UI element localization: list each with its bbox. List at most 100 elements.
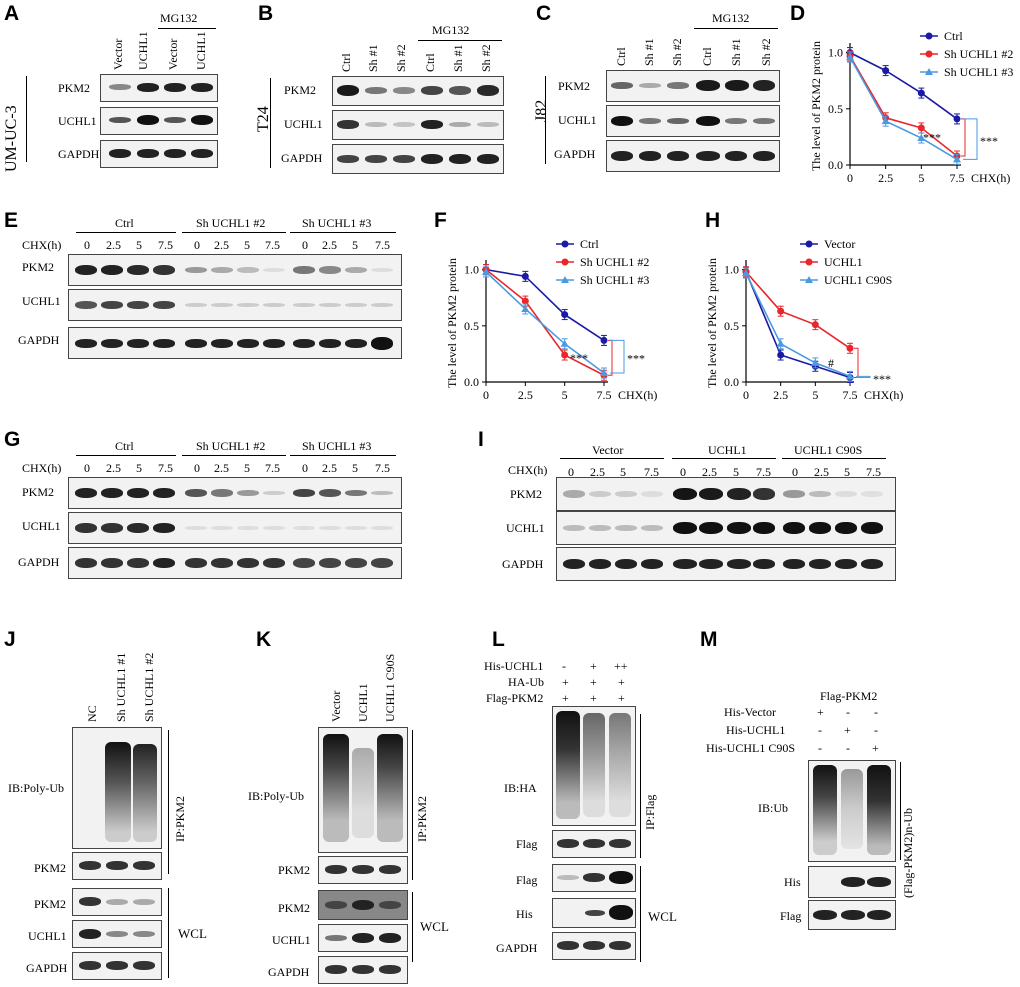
row-label: PKM2 [278,901,311,915]
row-label: His [516,907,533,921]
time-label: 0 [194,238,200,252]
row-label: PKM2 [558,79,591,93]
row-label: GAPDH [26,961,68,975]
cond-label: Flag-PKM2 [486,691,544,705]
x-tick-label: 7.5 [843,388,858,402]
blot-his [808,866,896,898]
group-label: Sh UCHL1 #3 [302,439,372,453]
significance-label: # [828,356,834,370]
series-line [849,51,958,120]
legend-label: UCHL1 [824,255,863,269]
data-point [776,339,785,347]
wcl-label: WCL [420,919,449,934]
blot-poly-ub [318,727,408,853]
data-point [521,297,529,305]
data-point [881,117,890,125]
row-label: GAPDH [281,151,323,165]
series-line [745,272,851,378]
series-line [485,268,605,342]
cond-value: - [818,723,822,737]
y-axis-label: The level of PKM2 protein [809,41,823,171]
series-line [849,56,958,161]
time-label: 2.5 [590,465,605,479]
cond-label: His-UCHL1 [726,723,786,737]
lane-label: Sh #2 [479,44,493,72]
cell-line-label: J82 [533,99,550,122]
legend-marker [805,258,813,266]
y-tick-label: 0.0 [828,158,843,172]
y-axis-label: The level of PKM2 protein [705,258,719,388]
x-tick-label: 5 [918,171,924,185]
significance-bracket [963,118,978,160]
row-label: His [784,875,801,889]
panel-title: Flag-PKM2 [820,689,878,703]
row-label: UCHL1 [272,933,311,947]
group-label: Ctrl [115,216,134,230]
legend-label: UCHL1 C90S [824,273,892,287]
blot-gapdh [552,932,636,960]
data-point [600,336,608,344]
blot-uchl1 [318,924,408,952]
time-label: 0 [194,461,200,475]
y-tick-label: 0.0 [724,375,739,389]
significance-bracket [961,118,966,157]
legend-marker [561,240,569,248]
row-label: Flag [780,909,802,923]
legend-label: Sh UCHL1 #3 [944,65,1013,79]
x-axis-label: CHX(h) [971,171,1010,185]
data-point [811,358,820,366]
blot-uchl1 [68,512,402,544]
blot-uchl1 [606,105,780,137]
panel-letter: E [4,209,19,232]
data-point [882,67,890,75]
data-point [917,89,925,97]
time-label: 7.5 [375,238,390,252]
lane-label: Sh #1 [642,38,656,66]
legend-marker [805,276,813,283]
x-tick-label: 0 [743,388,749,402]
blot-pkm2 [332,76,504,106]
data-point [777,351,785,359]
blot-flag-ip [552,830,636,858]
chart-d: 0.0 0.5 1.0 0 2.5 5 7.5 CHX(h) The level of PKM2… [809,29,1013,185]
cond-value: + [618,691,625,705]
ib-label: IB:Poly-Ub [8,781,65,795]
time-label: 0 [84,461,90,475]
time-label: 2.5 [106,461,121,475]
row-label: GAPDH [58,147,100,161]
time-label: 0 [792,465,798,479]
series-line [485,268,605,376]
time-label: 5 [136,461,142,475]
blot-uchl1 [100,107,218,135]
mg132-label: MG132 [160,11,198,25]
significance-label: *** [873,372,891,386]
data-point [561,351,569,359]
lane-label: Sh #2 [670,38,684,66]
data-point [953,115,961,123]
data-point [811,321,819,329]
y-tick-label: 1.0 [724,263,739,277]
ip-label: IP:PKM2 [415,795,429,842]
legend-label: Sh UCHL1 #3 [580,273,649,287]
data-point [561,311,569,319]
data-point [600,369,608,377]
time-label: 5 [244,238,250,252]
cond-value: ++ [614,659,628,673]
time-label: 7.5 [265,461,280,475]
x-axis-label: CHX(h) [618,388,657,402]
cond-value: - [818,741,822,755]
y-tick-label: 1.0 [464,263,479,277]
ib-label: IB:Poly-Ub [248,789,305,803]
blot-gapdh [318,956,408,984]
significance-bracket [856,375,871,379]
cond-label: HA-Ub [508,675,544,689]
row-label: GAPDH [502,557,544,571]
row-label: GAPDH [496,941,538,955]
x-tick-label: 5 [562,388,568,402]
cond-value: + [590,675,597,689]
blot-uchl1 [556,511,896,545]
row-label: UCHL1 [284,117,323,131]
row-label: UCHL1 [22,294,61,308]
y-tick-label: 1.0 [828,46,843,60]
lane-label: UCHL1 [356,683,370,722]
